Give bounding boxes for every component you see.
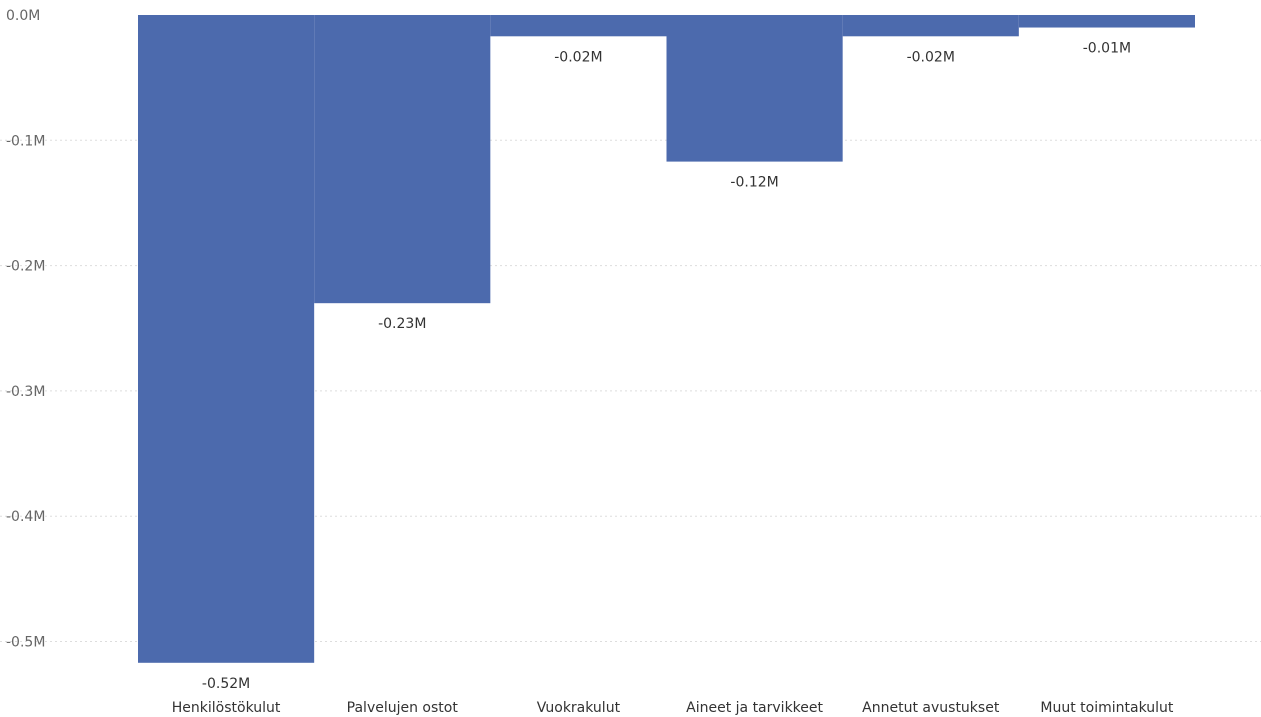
category-label: Palvelujen ostot — [347, 700, 459, 716]
bar — [138, 15, 315, 663]
y-axis-tick-labels: 0.0M -0.1M -0.2M -0.3M -0.4M -0.5M — [6, 8, 45, 651]
data-label: -0.01M — [1083, 41, 1131, 57]
y-tick-label: -0.2M — [6, 259, 45, 275]
y-tick-label: -0.5M — [6, 635, 45, 651]
x-axis-category-labels: Henkilöstökulut Palvelujen ostot Vuokrakul… — [172, 700, 1174, 716]
category-label: Henkilöstökulut — [172, 700, 281, 716]
data-label: -0.02M — [554, 49, 602, 65]
category-label: Annetut avustukset — [862, 700, 1000, 716]
y-tick-label: -0.4M — [6, 509, 45, 525]
data-label: -0.02M — [907, 49, 955, 65]
y-tick-label: 0.0M — [6, 8, 40, 24]
bars — [138, 15, 1195, 663]
bar — [1018, 15, 1195, 28]
data-label: -0.52M — [202, 676, 250, 692]
bar — [490, 15, 667, 37]
data-label: -0.23M — [378, 316, 426, 332]
y-tick-label: -0.3M — [6, 384, 45, 400]
category-label: Vuokrakulut — [537, 700, 621, 716]
data-labels: -0.52M -0.23M -0.02M -0.12M -0.02M -0.01M — [202, 41, 1131, 692]
category-label: Muut toimintakulut — [1040, 700, 1173, 716]
bar — [666, 15, 843, 162]
bar — [842, 15, 1019, 37]
data-label: -0.12M — [730, 175, 778, 191]
bar — [314, 15, 491, 304]
category-label: Aineet ja tarvikkeet — [686, 700, 823, 716]
y-tick-label: -0.1M — [6, 133, 45, 149]
